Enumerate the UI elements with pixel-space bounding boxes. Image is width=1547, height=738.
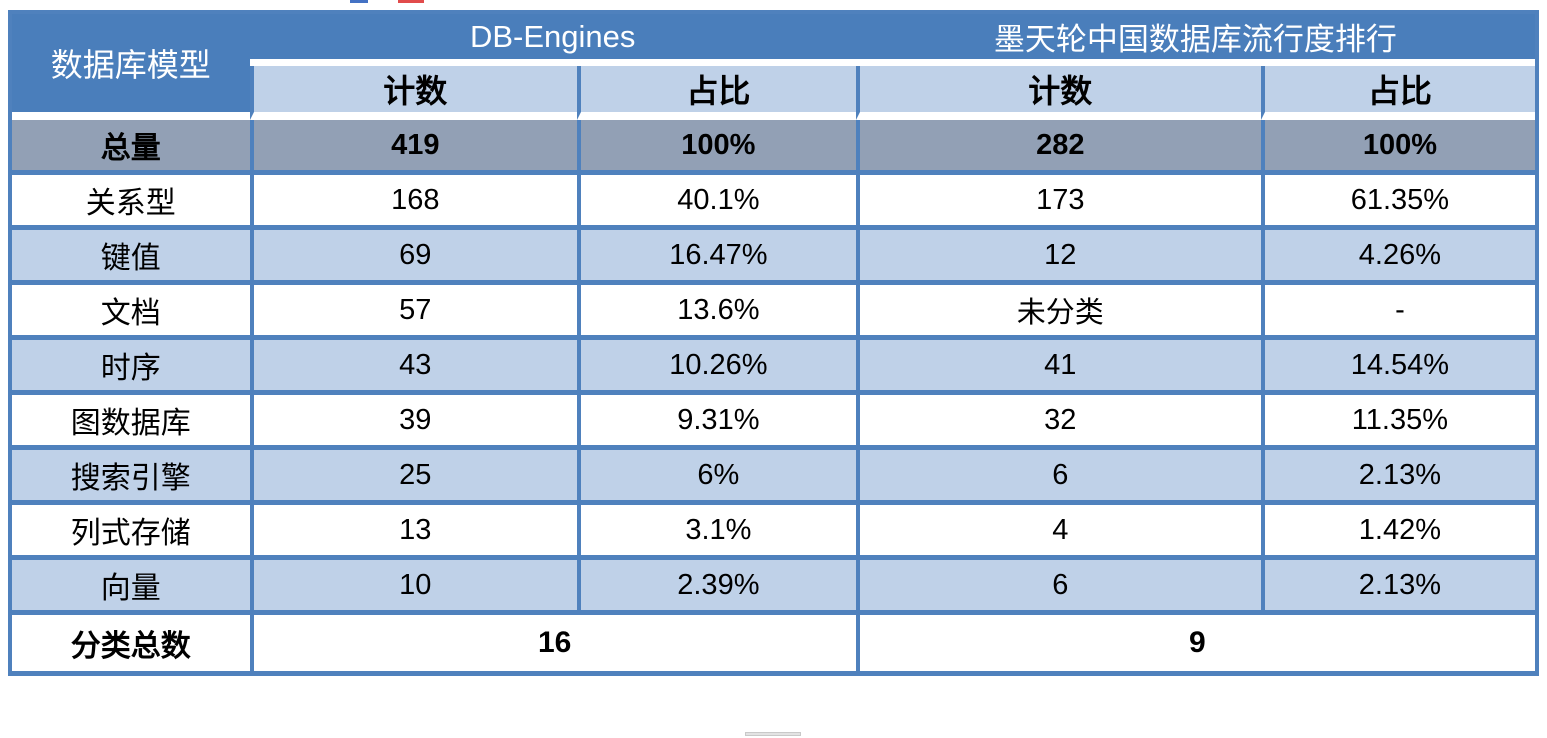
table-row: 向量 10 2.39% 6 2.13% — [12, 560, 1535, 615]
table-row-category-total: 分类总数 16 9 — [12, 615, 1535, 671]
table-row-total: 总量 419 100% 282 100% — [12, 120, 1535, 175]
cell-mtl-share: - — [1260, 285, 1535, 340]
group-header-db-engines: DB-Engines — [249, 14, 856, 66]
cell-mtl-count: 12 — [855, 230, 1261, 285]
cell-db-count: 10 — [249, 560, 578, 615]
cell-mtl-count: 6 — [855, 450, 1261, 505]
cell-mtl-count: 4 — [855, 505, 1261, 560]
cell-mtl-count: 未分类 — [855, 285, 1261, 340]
table-row: 文档 57 13.6% 未分类 - — [12, 285, 1535, 340]
cell-db-count: 43 — [249, 340, 578, 395]
cell-db-count: 25 — [249, 450, 578, 505]
cell-db-category-total: 16 — [249, 615, 856, 671]
cell-mtl-share: 61.35% — [1260, 175, 1535, 230]
cell-mtl-share: 14.54% — [1260, 340, 1535, 395]
sub-header-row: 计数 占比 计数 占比 — [12, 66, 1535, 120]
col-header-db-count: 计数 — [249, 66, 578, 120]
row-label: 列式存储 — [12, 505, 250, 560]
cell-db-count: 419 — [249, 120, 578, 175]
cell-db-share: 16.47% — [577, 230, 856, 285]
clipped-content-artifact-red — [398, 0, 424, 3]
row-label: 关系型 — [12, 175, 250, 230]
cell-mtl-share: 11.35% — [1260, 395, 1535, 450]
table-row: 关系型 168 40.1% 173 61.35% — [12, 175, 1535, 230]
clipped-scrollbar-artifact — [745, 732, 801, 736]
cell-db-share: 40.1% — [577, 175, 856, 230]
cell-mtl-share: 2.13% — [1260, 450, 1535, 505]
row-label: 总量 — [12, 120, 250, 175]
row-label: 文档 — [12, 285, 250, 340]
cell-db-share: 100% — [577, 120, 856, 175]
row-label: 向量 — [12, 560, 250, 615]
cell-mtl-count: 6 — [855, 560, 1261, 615]
cell-mtl-share: 4.26% — [1260, 230, 1535, 285]
col-header-mtl-share: 占比 — [1260, 66, 1535, 120]
row-label: 图数据库 — [12, 395, 250, 450]
cell-db-share: 9.31% — [577, 395, 856, 450]
table-row: 时序 43 10.26% 41 14.54% — [12, 340, 1535, 395]
cell-mtl-share: 1.42% — [1260, 505, 1535, 560]
cell-mtl-category-total: 9 — [855, 615, 1535, 671]
cell-mtl-share: 2.13% — [1260, 560, 1535, 615]
table-row: 搜索引擎 25 6% 6 2.13% — [12, 450, 1535, 505]
row-label: 键值 — [12, 230, 250, 285]
group-header-motianlun: 墨天轮中国数据库流行度排行 — [855, 14, 1535, 66]
cell-db-count: 57 — [249, 285, 578, 340]
cell-db-share: 3.1% — [577, 505, 856, 560]
cell-db-count: 168 — [249, 175, 578, 230]
row-label: 分类总数 — [12, 615, 250, 671]
cell-db-share: 13.6% — [577, 285, 856, 340]
comparison-table: 数据库模型 DB-Engines 墨天轮中国数据库流行度排行 计数 占比 计数 … — [8, 10, 1539, 676]
col-header-mtl-count: 计数 — [855, 66, 1261, 120]
cell-db-count: 13 — [249, 505, 578, 560]
cell-mtl-share: 100% — [1260, 120, 1535, 175]
group-header-row: 数据库模型 DB-Engines 墨天轮中国数据库流行度排行 — [12, 14, 1535, 120]
corner-header-cell: 数据库模型 — [12, 14, 250, 120]
database-model-comparison: 数据库模型 DB-Engines 墨天轮中国数据库流行度排行 计数 占比 计数 … — [8, 10, 1539, 676]
cell-db-share: 2.39% — [577, 560, 856, 615]
cell-mtl-count: 32 — [855, 395, 1261, 450]
cell-mtl-count: 41 — [855, 340, 1261, 395]
row-label: 搜索引擎 — [12, 450, 250, 505]
cell-db-share: 6% — [577, 450, 856, 505]
cell-db-count: 69 — [249, 230, 578, 285]
clipped-content-artifact-blue — [350, 0, 368, 3]
cell-mtl-count: 173 — [855, 175, 1261, 230]
table-row: 列式存储 13 3.1% 4 1.42% — [12, 505, 1535, 560]
cell-db-count: 39 — [249, 395, 578, 450]
row-label: 时序 — [12, 340, 250, 395]
table-row: 键值 69 16.47% 12 4.26% — [12, 230, 1535, 285]
cell-mtl-count: 282 — [855, 120, 1261, 175]
table-row: 图数据库 39 9.31% 32 11.35% — [12, 395, 1535, 450]
cell-db-share: 10.26% — [577, 340, 856, 395]
col-header-db-share: 占比 — [577, 66, 856, 120]
